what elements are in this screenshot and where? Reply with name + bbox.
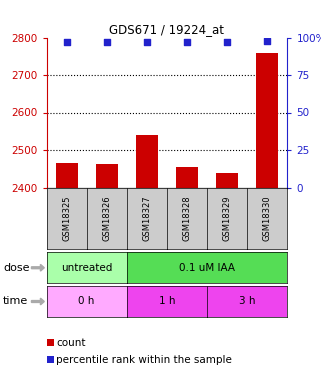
Text: dose: dose [3,263,30,273]
Text: 0.1 uM IAA: 0.1 uM IAA [179,263,235,273]
Text: count: count [56,338,86,348]
Point [224,39,230,45]
Bar [96,164,118,188]
Bar [216,172,238,188]
Text: 3 h: 3 h [239,297,256,306]
Bar [176,167,198,188]
Bar [136,135,158,188]
Text: GSM18330: GSM18330 [263,196,272,241]
Point [104,39,109,45]
Point [144,39,149,45]
Text: GSM18327: GSM18327 [142,196,152,241]
Text: 1 h: 1 h [159,297,175,306]
Title: GDS671 / 19224_at: GDS671 / 19224_at [109,23,224,36]
Text: GSM18325: GSM18325 [62,196,71,241]
Point [265,38,270,44]
Text: percentile rank within the sample: percentile rank within the sample [56,355,232,365]
Bar [256,53,278,188]
Point [184,39,189,45]
Bar [56,163,78,188]
Text: 0 h: 0 h [78,297,95,306]
Point [64,39,69,45]
Text: GSM18328: GSM18328 [182,196,192,241]
Text: untreated: untreated [61,263,112,273]
Text: time: time [3,297,29,306]
Text: GSM18329: GSM18329 [222,196,232,241]
Text: GSM18326: GSM18326 [102,196,111,241]
